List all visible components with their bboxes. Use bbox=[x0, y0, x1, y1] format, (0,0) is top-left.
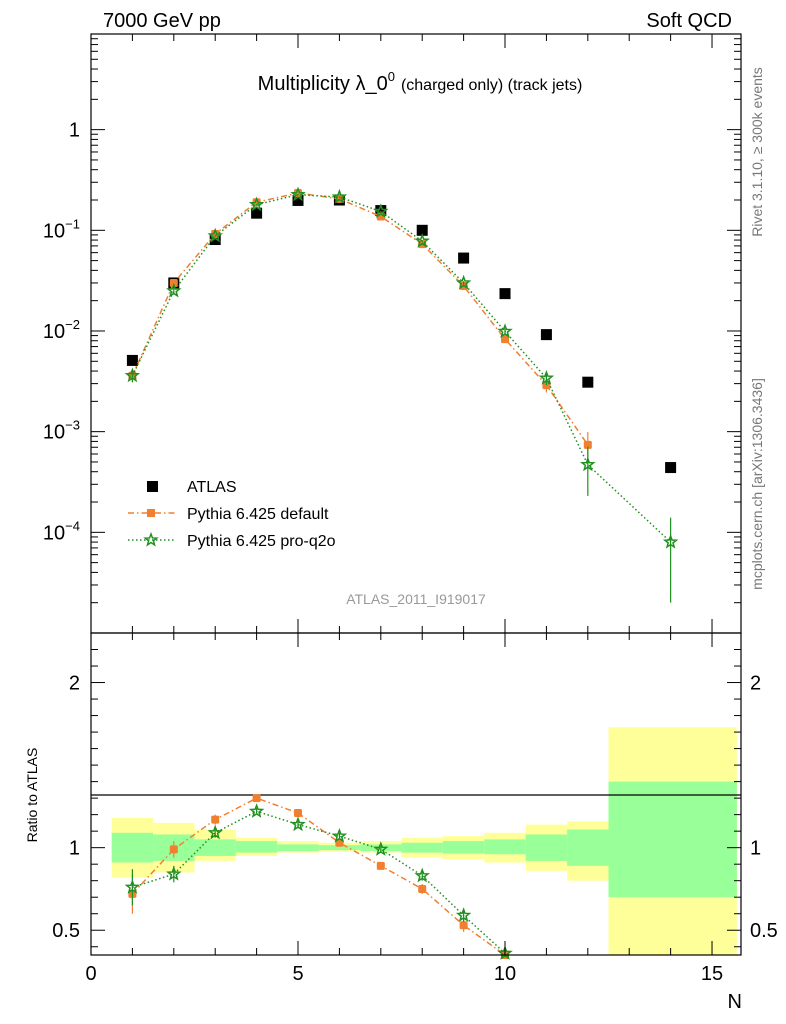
data-point-pythia-6-425-pro-q2o bbox=[207, 227, 223, 243]
uncertainty-band-inner bbox=[401, 842, 443, 853]
x-tick-label: 5 bbox=[292, 963, 303, 985]
uncertainty-band-inner bbox=[277, 844, 319, 851]
legend-marker-atlas bbox=[147, 481, 158, 492]
data-point-pythia-6-425-pro-q2o bbox=[290, 186, 306, 202]
ratio-point-pythia-6-425-default bbox=[252, 794, 261, 803]
y-tick-label-ratio-right: 1 bbox=[750, 838, 761, 860]
uncertainty-band-inner bbox=[235, 841, 278, 853]
y-tick-label-ratio: 2 bbox=[69, 673, 80, 695]
data-point-pythia-6-425-default bbox=[211, 229, 220, 238]
ratio-line-pythia-6-425-default bbox=[131, 797, 506, 956]
data-point-pythia-6-425-pro-q2o bbox=[538, 370, 555, 385]
uncertainty-band-inner bbox=[442, 841, 485, 854]
data-point-pythia-6-425-default bbox=[501, 335, 510, 344]
ratio-line-pythia-6-425-pro-q2o bbox=[132, 810, 506, 954]
y-tick-label-ratio: 0.5 bbox=[52, 920, 80, 942]
uncertainty-band-inner bbox=[318, 845, 361, 851]
ratio-point-pythia-6-425-pro-q2o bbox=[207, 824, 223, 840]
legend-marker-pythia-default bbox=[147, 509, 155, 517]
uncertainty-band-inner bbox=[111, 832, 154, 863]
category-label: Soft QCD bbox=[646, 10, 732, 32]
data-point-atlas bbox=[499, 288, 511, 300]
main-panel: 1 10−1 10−2 10−3 10−4 bbox=[43, 33, 742, 634]
data-point-atlas bbox=[582, 376, 594, 388]
ratio-point-pythia-6-425-pro-q2o bbox=[331, 827, 348, 843]
ratio-point-pythia-6-425-default bbox=[418, 884, 427, 893]
data-point-pythia-6-425-pro-q2o bbox=[331, 188, 348, 204]
data-point-pythia-6-425-pro-q2o bbox=[373, 203, 389, 219]
ratio-frame bbox=[90, 632, 742, 956]
x-tick-label: 10 bbox=[494, 963, 516, 985]
data-point-pythia-6-425-pro-q2o bbox=[497, 323, 513, 339]
ratio-point-pythia-6-425-pro-q2o bbox=[124, 879, 141, 894]
ratio-point-pythia-6-425-pro-q2o bbox=[497, 945, 513, 960]
data-point-atlas bbox=[209, 234, 221, 246]
data-point-atlas bbox=[126, 354, 138, 366]
x-tick-label: 15 bbox=[701, 963, 723, 985]
uncertainty-band-inner bbox=[194, 839, 236, 856]
energy-label: 7000 GeV pp bbox=[103, 10, 221, 32]
y-tick-label-main: 10−2 bbox=[43, 317, 80, 343]
legend-marker-pythia-proq2o bbox=[143, 531, 159, 547]
ratio-point-pythia-6-425-pro-q2o bbox=[248, 803, 265, 818]
legend-label-pythia-default: Pythia 6.425 default bbox=[187, 506, 329, 523]
data-point-pythia-6-425-default bbox=[583, 440, 592, 449]
rivet-label: Rivet 3.1.10, ≥ 300k events bbox=[749, 67, 765, 237]
data-point-pythia-6-425-pro-q2o bbox=[166, 282, 182, 298]
y-tick-label-ratio-right: 2 bbox=[750, 673, 761, 695]
data-point-pythia-6-425-pro-q2o bbox=[455, 274, 472, 290]
ratio-point-pythia-6-425-default bbox=[294, 808, 303, 817]
data-point-atlas bbox=[416, 224, 428, 236]
y-tick-label-main: 10−1 bbox=[43, 216, 80, 242]
uncertainty-band-inner bbox=[567, 829, 609, 866]
uncertainty-band-inner bbox=[525, 834, 568, 861]
data-point-pythia-6-425-pro-q2o bbox=[414, 233, 430, 248]
data-point-atlas bbox=[665, 462, 677, 474]
series-line-pythia-6-425-default bbox=[131, 192, 589, 446]
y-tick-label-ratio-right: 0.5 bbox=[750, 920, 778, 942]
source-label: mcplots.cern.ch [arXiv:1306.3436] bbox=[749, 378, 765, 590]
ratio-point-pythia-6-425-default bbox=[169, 845, 178, 854]
legend-label-atlas: ATLAS bbox=[187, 479, 237, 496]
plot-title-main: Multiplicity λ_0 bbox=[258, 73, 388, 95]
ratio-point-pythia-6-425-default bbox=[376, 861, 385, 870]
ratio-point-pythia-6-425-default bbox=[211, 815, 220, 824]
y-tick-label-main: 10−4 bbox=[43, 518, 80, 544]
legend-label-pythia-proq2o: Pythia 6.425 pro-q2o bbox=[187, 533, 336, 550]
data-point-atlas bbox=[458, 252, 470, 264]
ratio-axis-label: Ratio to ATLAS bbox=[24, 748, 40, 843]
data-point-atlas bbox=[251, 207, 263, 219]
y-tick-label-ratio: 1 bbox=[69, 838, 80, 860]
ratio-point-pythia-6-425-default bbox=[459, 921, 468, 930]
y-tick-label-main: 10−3 bbox=[43, 418, 80, 444]
ratio-point-pythia-6-425-pro-q2o bbox=[290, 816, 306, 832]
data-point-pythia-6-425-pro-q2o bbox=[248, 196, 265, 212]
ratio-point-pythia-6-425-pro-q2o bbox=[455, 907, 472, 922]
ratio-panel: 0 5 10 15 0.5 0.5 1 1 2 2 bbox=[52, 632, 778, 985]
uncertainty-band-inner bbox=[484, 839, 526, 855]
data-point-pythia-6-425-pro-q2o bbox=[580, 456, 596, 472]
data-point-atlas bbox=[540, 329, 552, 341]
y-tick-label-main: 1 bbox=[69, 120, 80, 142]
data-point-pythia-6-425-pro-q2o bbox=[662, 533, 679, 549]
ratio-point-pythia-6-425-pro-q2o bbox=[373, 841, 389, 856]
ratio-point-pythia-6-425-pro-q2o bbox=[414, 867, 430, 883]
x-axis-label: N bbox=[728, 991, 742, 1013]
plot-title-sup: 0 bbox=[388, 69, 395, 84]
data-point-pythia-6-425-pro-q2o bbox=[124, 367, 141, 383]
uncertainty-band-inner bbox=[608, 781, 737, 898]
data-point-atlas bbox=[292, 194, 304, 206]
legend: ATLAS Pythia 6.425 default Pythia 6.425 … bbox=[128, 479, 336, 550]
plot-title-suffix: (charged only) (track jets) bbox=[401, 77, 582, 94]
ratio-point-pythia-6-425-pro-q2o bbox=[166, 865, 182, 881]
analysis-id: ATLAS_2011_I919017 bbox=[346, 591, 486, 607]
x-tick-label: 0 bbox=[85, 963, 96, 985]
plot-title: Multiplicity λ_00 (charged only) (track j… bbox=[258, 69, 583, 95]
